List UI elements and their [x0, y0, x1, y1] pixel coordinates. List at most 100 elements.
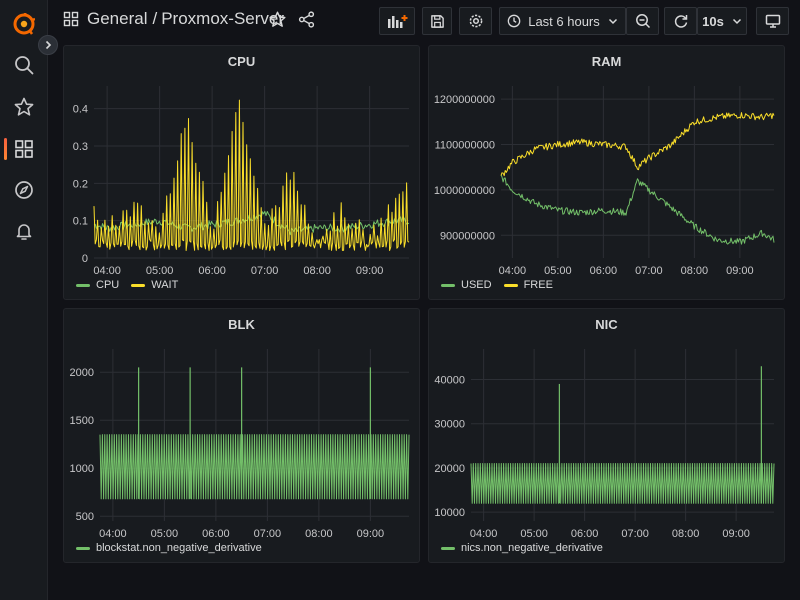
share-icon	[298, 11, 315, 28]
x-tick-label: 06:00	[202, 528, 230, 540]
save-dashboard-button[interactable]	[422, 7, 452, 35]
panel-ram[interactable]: RAM 1200000000 1100000000 1000000000 900000…	[428, 45, 785, 300]
panel-title: BLK	[228, 317, 255, 332]
legend-swatch	[503, 283, 518, 287]
legend-swatch	[441, 283, 455, 287]
x-tick-label: 06:00	[590, 265, 618, 277]
panel-blk[interactable]: BLK 2000 1500 1000 500 04:00 05:00 06:00 07:00 0…	[63, 308, 420, 563]
x-tick-label: 06:00	[198, 265, 226, 277]
chart-nic: 40000 30000 20000 10000 04:00 05:00 06:00 07:00…	[434, 349, 775, 540]
search-icon[interactable]	[4, 48, 44, 82]
y-tick-label: 0.3	[73, 141, 88, 153]
legend-item-free[interactable]: FREE	[503, 279, 553, 291]
breadcrumb-folder[interactable]: General	[87, 9, 148, 28]
y-tick-label: 0.1	[73, 216, 88, 228]
refresh-interval-picker[interactable]: 10s	[697, 7, 747, 35]
y-tick-label: 10000	[434, 507, 465, 519]
series-line-nics-non-negative-derivative	[470, 463, 775, 504]
x-tick-label: 07:00	[621, 528, 649, 540]
y-tick-label: 1100000000	[435, 139, 495, 151]
expand-sidebar-button[interactable]	[38, 35, 58, 55]
legend-swatch	[441, 546, 455, 550]
x-tick-label: 09:00	[722, 528, 750, 540]
y-tick-label: 1500	[70, 415, 94, 427]
legend-swatch	[76, 283, 90, 287]
x-tick-label: 08:00	[672, 528, 700, 540]
explore-compass-icon[interactable]	[4, 173, 44, 207]
x-tick-label: 07:00	[254, 528, 282, 540]
y-tick-label: 40000	[434, 375, 465, 387]
refresh-button[interactable]	[664, 7, 697, 35]
zoom-out-button[interactable]	[626, 7, 659, 35]
chevron-down-icon	[732, 18, 741, 25]
x-tick-label: 08:00	[303, 265, 331, 277]
x-tick-label: 07:00	[635, 265, 663, 277]
share-dashboard-button[interactable]	[298, 11, 315, 33]
dashboard-settings-button[interactable]	[459, 7, 492, 35]
panel-cpu[interactable]: CPU 0.4 0.3 0.2 0.1 0 04:00 05:00 06:00 07:00 08:…	[63, 45, 420, 300]
active-indicator	[4, 138, 7, 160]
legend-swatch	[76, 546, 90, 550]
x-tick-label: 04:00	[93, 265, 121, 277]
series-line-blockstat-non-negative-derivative	[99, 434, 410, 500]
refresh-interval-label: 10s	[702, 13, 724, 29]
legend-label: USED	[461, 279, 492, 291]
series-line-used	[500, 174, 775, 245]
legend-item-used[interactable]: USED	[441, 279, 492, 291]
legend-item-nics[interactable]: nics.non_negative_derivative	[441, 542, 603, 554]
panel-nic[interactable]: NIC 40000 30000 20000 10000 04:00 05:00 06:00 0…	[428, 308, 785, 563]
clock-icon	[507, 14, 521, 28]
x-tick-label: 05:00	[544, 265, 572, 277]
x-tick-label: 08:00	[681, 265, 709, 277]
legend-label: FREE	[523, 279, 553, 291]
breadcrumb-separator: /	[152, 9, 158, 28]
y-tick-label: 1200000000	[434, 94, 495, 106]
x-tick-label: 09:00	[356, 265, 384, 277]
legend-label: WAIT	[151, 279, 179, 291]
star-dashboard-button[interactable]	[269, 11, 286, 33]
add-panel-icon	[388, 15, 408, 28]
add-panel-button[interactable]	[379, 7, 415, 35]
legend-item-blockstat[interactable]: blockstat.non_negative_derivative	[76, 542, 262, 554]
chart-cpu: 0.4 0.3 0.2 0.1 0 04:00 05:00 06:00 07:00 08:00 09…	[73, 86, 410, 277]
chevron-right-icon	[45, 40, 52, 50]
grafana-logo-icon[interactable]	[4, 7, 44, 41]
y-tick-label: 1000	[70, 463, 94, 475]
x-tick-label: 06:00	[571, 528, 599, 540]
y-tick-label: 20000	[434, 463, 465, 475]
y-tick-label: 2000	[70, 367, 94, 379]
x-tick-label: 08:00	[305, 528, 333, 540]
legend: blockstat.non_negative_derivative	[76, 542, 274, 554]
dashboards-icon[interactable]	[4, 132, 44, 166]
y-tick-label: 30000	[434, 419, 465, 431]
series-line-free	[500, 112, 775, 177]
legend-swatch	[131, 283, 146, 287]
panel-title: CPU	[227, 54, 256, 69]
panel-title: NIC	[595, 317, 618, 332]
x-tick-label: 09:00	[726, 265, 754, 277]
legend-item-wait[interactable]: WAIT	[131, 279, 178, 291]
tv-mode-button[interactable]	[756, 7, 789, 35]
refresh-icon	[674, 15, 687, 28]
settings-gear-icon	[469, 14, 482, 28]
zoom-out-icon	[635, 14, 650, 29]
panel-title: RAM	[591, 54, 622, 69]
dashboard-title[interactable]: Proxmox-Server	[161, 9, 285, 28]
legend-label: CPU	[96, 279, 120, 291]
legend: CPU WAIT	[76, 279, 190, 291]
time-range-label: Last 6 hours	[528, 13, 600, 29]
breadcrumb: General / Proxmox-Server	[63, 9, 284, 29]
x-tick-label: 04:00	[470, 528, 498, 540]
y-tick-label: 900000000	[440, 230, 495, 242]
y-tick-label: 0.2	[73, 178, 88, 190]
legend-item-cpu[interactable]: CPU	[76, 279, 119, 291]
alerting-bell-icon[interactable]	[4, 214, 44, 248]
x-tick-label: 05:00	[146, 265, 174, 277]
dashboard-navbar: General / Proxmox-Server Last 6 hours 10…	[48, 0, 800, 42]
time-range-picker[interactable]: Last 6 hours	[499, 7, 626, 35]
series-line-wait	[93, 99, 410, 251]
chart-ram: 1200000000 1100000000 1000000000 900000000 0…	[434, 86, 775, 277]
x-tick-label: 05:00	[151, 528, 179, 540]
x-tick-label: 04:00	[99, 528, 127, 540]
starred-icon[interactable]	[4, 90, 44, 124]
